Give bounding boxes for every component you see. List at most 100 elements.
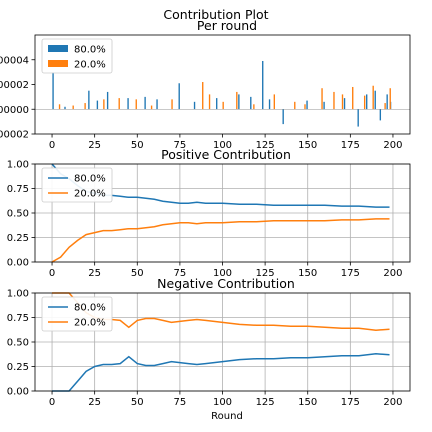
x-axis-label-round: Round — [211, 411, 243, 422]
bar-series-80 — [282, 109, 284, 125]
bar-series-80 — [127, 98, 129, 110]
x-tick-label: 50 — [131, 397, 144, 408]
chart-title-negative-contribution: Negative Contribution — [157, 276, 295, 291]
figure-title: Contribution Plot — [163, 7, 268, 22]
bar-series-80 — [323, 101, 325, 110]
x-tick-label: 0 — [49, 140, 55, 151]
positive-frame — [34, 163, 411, 263]
x-tick-label: 25 — [88, 397, 101, 408]
x-tick-label: 175 — [341, 140, 360, 151]
positive-legend: 80.0% 20.0% — [41, 167, 113, 203]
chart-per-round: Per round 02550751001251501752000.000020… — [0, 18, 411, 151]
y-tick-label: 0.75 — [7, 184, 29, 195]
per-round-legend: 80.0% 20.0% — [41, 38, 113, 74]
x-tick-label: 75 — [174, 397, 187, 408]
bar-series-80 — [379, 109, 382, 121]
y-tick-label: 0.50 — [7, 338, 29, 349]
x-tick-label: 175 — [341, 268, 360, 279]
bar-series-20 — [58, 104, 61, 110]
bar-series-80 — [64, 106, 66, 110]
bar-series-20 — [389, 88, 391, 110]
x-tick-label: 25 — [88, 268, 101, 279]
bar-series-20 — [273, 94, 275, 110]
x-tick-label: 0 — [49, 268, 55, 279]
bar-series-80 — [343, 98, 346, 110]
x-tick-label: 150 — [298, 397, 317, 408]
legend-swatch — [48, 45, 68, 52]
bar-series-20 — [363, 95, 366, 110]
bar-series-20 — [150, 105, 153, 110]
chart-positive-contribution: Positive Contribution 0 25 50 75 100 125 150 17… — [7, 147, 411, 280]
y-tick-label: 0.50 — [7, 209, 29, 220]
legend-label: 20.0% — [74, 60, 106, 71]
per-round-bars — [35, 60, 410, 127]
x-tick-label: 150 — [298, 268, 317, 279]
bar-series-20 — [294, 101, 296, 110]
bar-series-20 — [321, 88, 323, 110]
bar-series-80 — [268, 99, 271, 110]
x-tick-label: 75 — [174, 268, 187, 279]
y-tick-label: 0.00002 — [0, 80, 29, 91]
bar-series-80 — [193, 101, 196, 110]
bar-series-80 — [96, 100, 99, 110]
y-tick-label: 1.00 — [7, 160, 29, 171]
bar-series-80 — [357, 109, 359, 127]
bar-series-20 — [171, 99, 173, 110]
bar-series-80 — [216, 98, 218, 110]
x-tick-label: 125 — [256, 397, 275, 408]
bar-series-20 — [84, 103, 86, 110]
bar-series-80 — [238, 94, 240, 110]
negative-legend: 80.0% 20.0% — [41, 296, 113, 332]
y-tick-label: 0.75 — [7, 313, 29, 324]
y-tick-label: 0.00 — [7, 258, 29, 269]
bar-series-20 — [372, 85, 374, 110]
bar-series-20 — [208, 94, 211, 110]
bar-series-20 — [236, 91, 238, 110]
bar-series-80 — [262, 60, 264, 110]
chart-title-per-round: Per round — [197, 18, 257, 33]
bar-series-20 — [352, 86, 354, 110]
x-tick-label: 100 — [213, 397, 232, 408]
per-round-ticks: 0 25 50 75 100 125 150 175 200 0.00002 0.00000 0.00… — [0, 55, 403, 151]
negative-ticks: 0 25 50 75 100 125 150 175 200 0.00 0.25 0.50 0.75 1.… — [7, 289, 403, 409]
legend-swatch — [48, 60, 68, 67]
bar-series-20 — [384, 103, 386, 110]
y-tick-label: 0.00000 — [0, 105, 29, 116]
x-tick-label: 200 — [383, 268, 402, 279]
bar-series-80 — [106, 91, 109, 110]
bar-series-80 — [88, 90, 90, 110]
bar-series-20 — [253, 104, 255, 110]
legend-label: 80.0% — [74, 174, 106, 185]
positive-ticks: 0 25 50 75 100 125 150 175 200 0.00 0.25 0.50 0.75 1.… — [7, 160, 403, 280]
x-tick-label: 0 — [49, 397, 55, 408]
x-tick-label: 175 — [341, 397, 360, 408]
bar-series-20 — [304, 104, 306, 110]
x-tick-label: 75 — [174, 140, 187, 151]
bar-series-80 — [374, 90, 376, 110]
x-tick-label: 125 — [256, 140, 275, 151]
x-tick-label: 100 — [213, 268, 232, 279]
legend-label: 20.0% — [74, 189, 106, 200]
bar-series-80 — [52, 72, 54, 110]
legend-label: 80.0% — [74, 45, 106, 56]
x-tick-label: 25 — [88, 140, 101, 151]
bar-series-20 — [135, 99, 137, 110]
bar-series-80 — [178, 83, 180, 110]
line-series-20 — [51, 218, 390, 263]
bar-series-20 — [341, 94, 344, 110]
x-tick-label: 100 — [213, 140, 232, 151]
bar-series-80 — [366, 94, 368, 110]
chart-negative-contribution: Negative Contribution 0 25 50 75 100 125 150 17… — [7, 276, 411, 422]
y-tick-label: 0.00 — [7, 387, 29, 398]
y-tick-label: 0.00002 — [0, 130, 29, 141]
bar-series-20 — [222, 101, 224, 110]
x-tick-label: 125 — [256, 268, 275, 279]
bar-series-20 — [118, 98, 120, 110]
bar-series-80 — [156, 99, 158, 110]
x-tick-label: 150 — [298, 140, 317, 151]
bar-series-80 — [386, 94, 388, 110]
x-tick-label: 200 — [383, 140, 402, 151]
bar-series-20 — [72, 105, 74, 110]
bar-series-80 — [306, 100, 308, 110]
